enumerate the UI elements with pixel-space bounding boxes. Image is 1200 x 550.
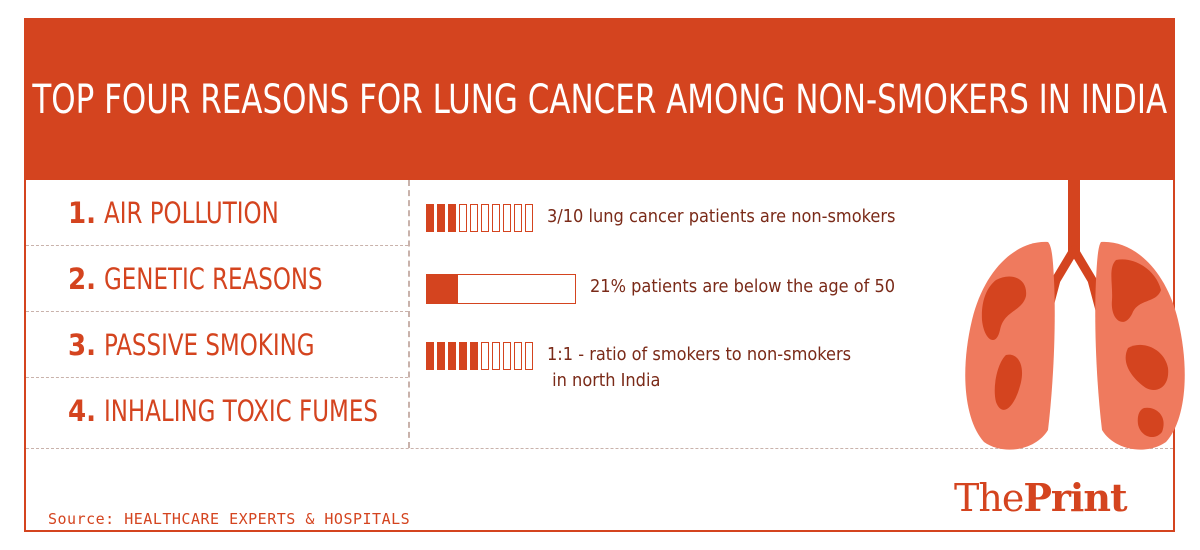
reasons-list: 1. AIR POLLUTION 2. GENETIC REASONS 3. P… <box>26 180 410 448</box>
right-lung-patch <box>1125 344 1169 390</box>
reason-number: 3. <box>68 327 97 362</box>
reason-item-3: 3. PASSIVE SMOKING <box>26 312 408 378</box>
right-lung-patch <box>1111 259 1161 322</box>
square-empty <box>481 204 489 232</box>
square-filled <box>426 342 434 370</box>
theprint-logo: ThePrint <box>954 475 1128 520</box>
logo-part: The <box>954 476 1024 520</box>
square-empty <box>525 342 533 370</box>
lungs-illustration <box>965 180 1185 450</box>
reason-number: 4. <box>68 394 97 428</box>
infographic-frame: TOP FOUR REASONS FOR LUNG CANCER AMONG N… <box>24 18 1185 532</box>
left-lung <box>965 241 1055 450</box>
square-filled <box>437 342 445 370</box>
stat-text: 1:1 - ratio of smokers to non-smokers <box>547 344 852 365</box>
square-filled <box>426 204 434 232</box>
left-lung-patch <box>981 276 1027 341</box>
reason-number: 1. <box>68 195 97 230</box>
square-empty <box>525 204 533 232</box>
square-filled <box>437 204 445 232</box>
stat-text-line2: in north India <box>547 370 661 391</box>
stat-ratio: 1:1 - ratio of smokers to non-smokers in… <box>426 342 851 394</box>
reason-label: GENETIC REASONS <box>104 261 323 296</box>
divider <box>26 448 1173 449</box>
reason-label: PASSIVE SMOKING <box>104 327 315 362</box>
square-empty <box>514 204 522 232</box>
percent-bar <box>426 274 576 304</box>
right-lung-patch <box>1137 407 1164 438</box>
square-empty <box>470 204 478 232</box>
reason-label: AIR POLLUTION <box>104 195 279 230</box>
reason-label: INHALING TOXIC FUMES <box>104 394 378 428</box>
stat-non-smokers: 3/10 lung cancer patients are non-smoker… <box>426 204 895 232</box>
square-empty <box>514 342 522 370</box>
source-note: Source: HEALTHCARE EXPERTS & HOSPITALS <box>48 510 411 528</box>
logo-part: Print <box>1023 475 1127 520</box>
title-banner: TOP FOUR REASONS FOR LUNG CANCER AMONG N… <box>26 20 1173 180</box>
left-lung-patch <box>994 354 1023 410</box>
reason-number: 2. <box>68 261 97 296</box>
reason-item-4: 4. INHALING TOXIC FUMES <box>26 378 408 444</box>
square-empty <box>459 204 467 232</box>
stats-panel: 3/10 lung cancer patients are non-smoker… <box>426 190 986 420</box>
square-filled <box>470 342 478 370</box>
square-filled <box>459 342 467 370</box>
square-empty <box>503 342 511 370</box>
square-empty <box>503 204 511 232</box>
stat-text: 21% patients are below the age of 50 <box>590 276 896 297</box>
square-meter <box>426 204 533 232</box>
square-meter <box>426 342 533 370</box>
square-empty <box>492 204 500 232</box>
square-empty <box>481 342 489 370</box>
stat-age: 21% patients are below the age of 50 <box>426 274 895 304</box>
stat-text: 3/10 lung cancer patients are non-smoker… <box>547 206 896 227</box>
reason-item-2: 2. GENETIC REASONS <box>26 246 408 312</box>
square-empty <box>492 342 500 370</box>
trachea <box>1068 180 1080 255</box>
stat-text-block: 1:1 - ratio of smokers to non-smokers in… <box>547 342 851 394</box>
page-title: TOP FOUR REASONS FOR LUNG CANCER AMONG N… <box>32 77 1167 123</box>
square-filled <box>448 204 456 232</box>
reason-item-1: 1. AIR POLLUTION <box>26 180 408 246</box>
square-filled <box>448 342 456 370</box>
percent-bar-fill <box>427 275 459 303</box>
